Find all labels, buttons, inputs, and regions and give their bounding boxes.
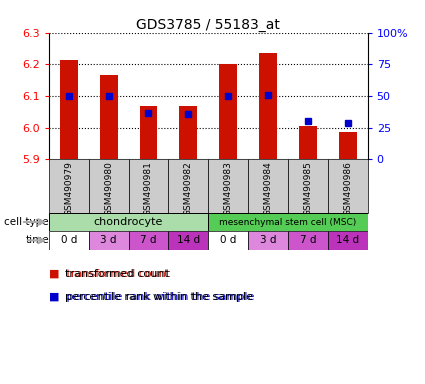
Bar	[208, 159, 248, 213]
Bar	[100, 75, 118, 159]
Bar	[288, 231, 328, 250]
Bar	[259, 53, 277, 159]
Text: GSM490986: GSM490986	[343, 161, 352, 216]
Text: GSM490982: GSM490982	[184, 161, 193, 216]
Bar	[179, 106, 197, 159]
Text: ■  transformed count: ■ transformed count	[49, 269, 170, 279]
Title: GDS3785 / 55183_at: GDS3785 / 55183_at	[136, 18, 280, 31]
Text: cell type: cell type	[4, 217, 49, 227]
Bar	[248, 159, 288, 213]
Text: 7 d: 7 d	[300, 235, 316, 245]
Bar	[89, 159, 128, 213]
Text: ■  percentile rank within the sample: ■ percentile rank within the sample	[49, 292, 254, 302]
Bar	[60, 60, 78, 159]
Bar	[208, 213, 368, 231]
Bar	[168, 231, 208, 250]
Text: 3 d: 3 d	[100, 235, 117, 245]
Text: 0 d: 0 d	[220, 235, 236, 245]
Bar	[339, 132, 357, 159]
Text: time: time	[25, 235, 49, 245]
Text: GSM490985: GSM490985	[303, 161, 312, 216]
Text: GSM490979: GSM490979	[64, 161, 73, 216]
Text: GSM490981: GSM490981	[144, 161, 153, 216]
Text: 3 d: 3 d	[260, 235, 276, 245]
Bar	[168, 159, 208, 213]
Text: GSM490983: GSM490983	[224, 161, 232, 216]
Text: 0 d: 0 d	[61, 235, 77, 245]
Bar	[49, 231, 89, 250]
Bar	[248, 231, 288, 250]
Text: 14 d: 14 d	[177, 235, 200, 245]
Bar	[208, 231, 248, 250]
Text: 7 d: 7 d	[140, 235, 157, 245]
Text: GSM490980: GSM490980	[104, 161, 113, 216]
Text: 14 d: 14 d	[336, 235, 359, 245]
Bar	[288, 159, 328, 213]
Text: GSM490984: GSM490984	[264, 161, 272, 216]
Text: transformed count: transformed count	[65, 269, 169, 279]
Bar	[299, 126, 317, 159]
Text: chondrocyte: chondrocyte	[94, 217, 163, 227]
Bar	[139, 106, 157, 159]
Bar	[128, 159, 168, 213]
Bar	[328, 159, 368, 213]
Bar	[49, 159, 89, 213]
Bar	[219, 65, 237, 159]
Bar	[128, 231, 168, 250]
Bar	[49, 213, 208, 231]
Bar	[328, 231, 368, 250]
Bar	[89, 231, 128, 250]
Text: percentile rank within the sample: percentile rank within the sample	[65, 292, 253, 302]
Text: mesenchymal stem cell (MSC): mesenchymal stem cell (MSC)	[219, 217, 357, 227]
